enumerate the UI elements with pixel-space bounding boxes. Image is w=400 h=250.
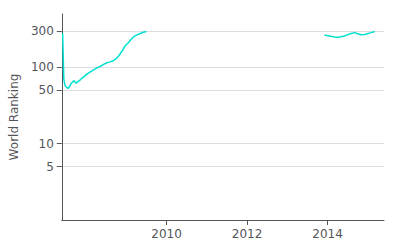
svg-text:2010: 2010	[151, 227, 182, 241]
svg-text:10: 10	[39, 137, 54, 151]
svg-text:300: 300	[31, 24, 54, 38]
svg-text:5: 5	[46, 160, 54, 174]
svg-text:100: 100	[31, 60, 54, 74]
svg-text:World Ranking: World Ranking	[7, 74, 21, 161]
svg-text:2012: 2012	[232, 227, 263, 241]
svg-text:2014: 2014	[312, 227, 343, 241]
svg-text:50: 50	[39, 83, 54, 97]
